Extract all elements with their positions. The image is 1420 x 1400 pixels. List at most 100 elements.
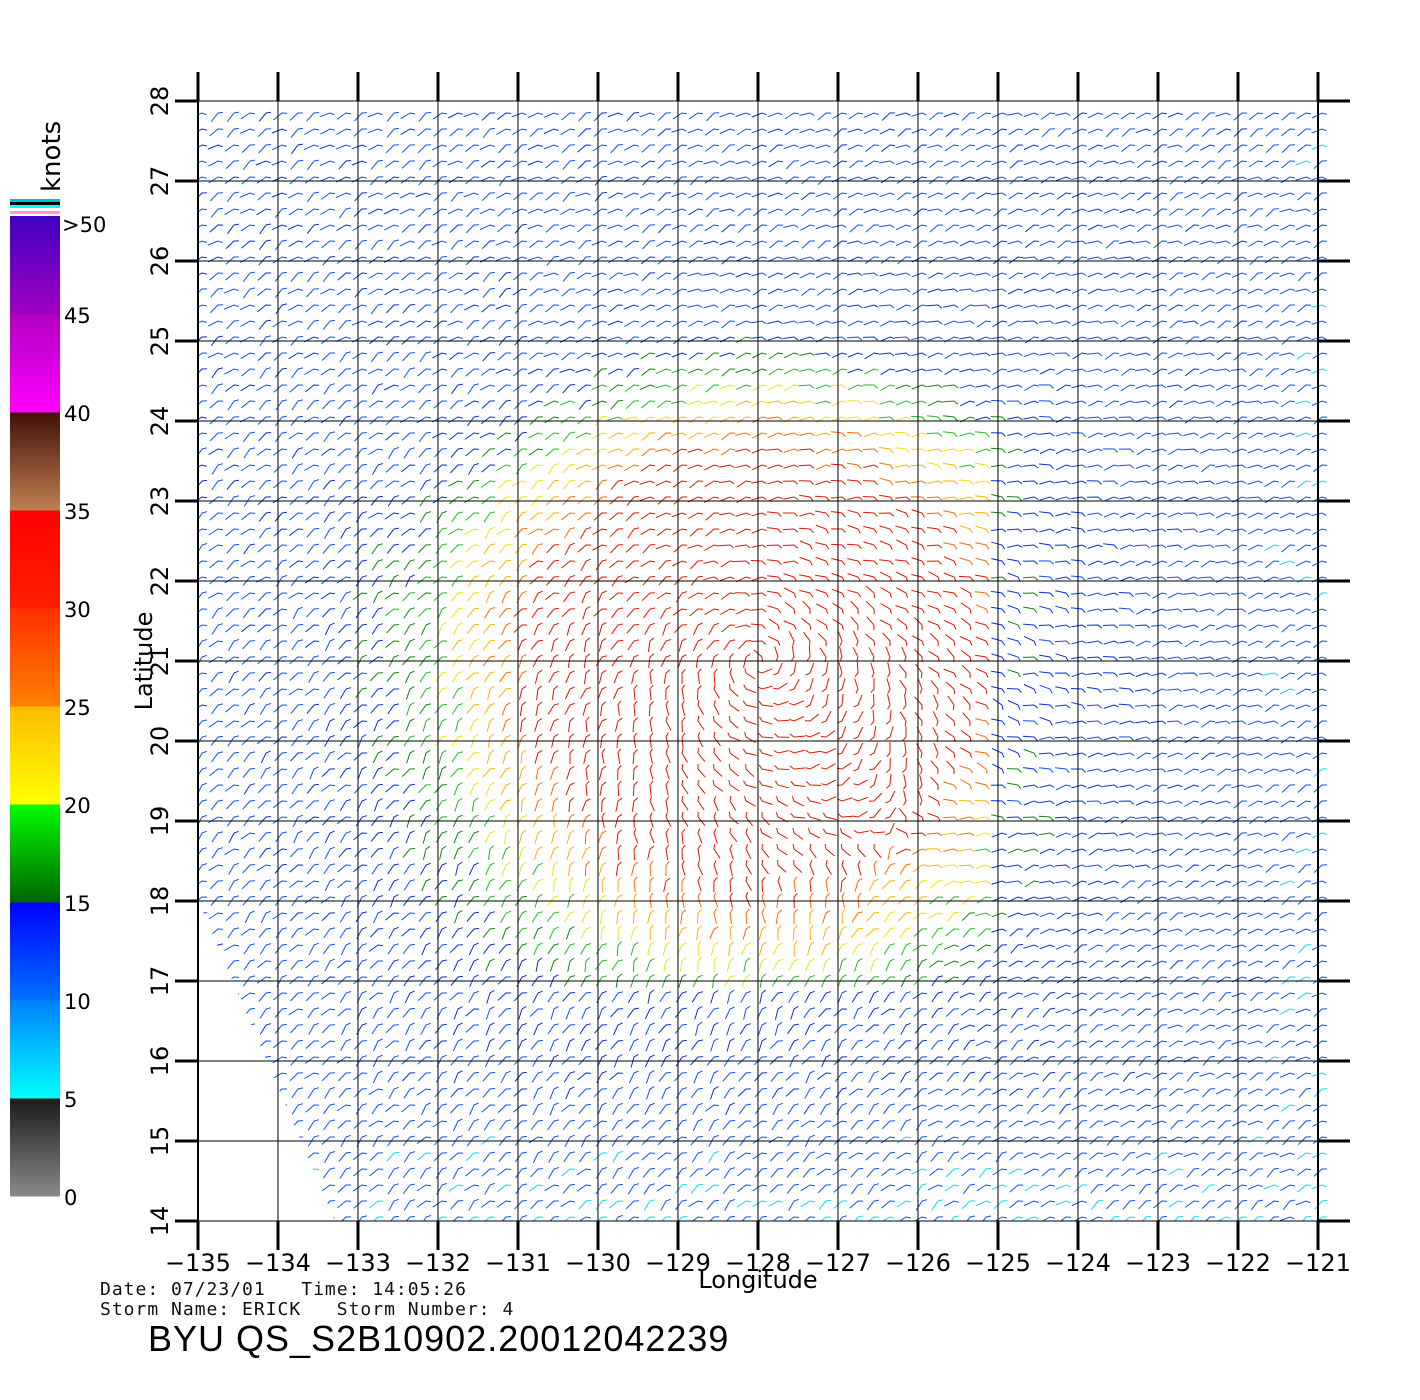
wind-vector xyxy=(975,718,990,726)
wind-vector xyxy=(567,653,575,668)
wind-vector xyxy=(208,544,223,552)
wind-vector xyxy=(975,384,991,388)
wind-vector xyxy=(400,128,415,136)
wind-vector xyxy=(928,1168,944,1177)
wind-vector xyxy=(1120,960,1136,968)
wind-vector xyxy=(257,192,272,201)
wind-vector xyxy=(630,941,639,956)
wind-vector xyxy=(271,224,287,231)
wind-vector xyxy=(403,1151,415,1163)
wind-vector xyxy=(211,751,224,763)
wind-vector xyxy=(864,160,879,168)
wind-vector xyxy=(866,911,880,922)
wind-vector xyxy=(913,648,923,663)
wind-vector xyxy=(1231,176,1247,181)
wind-vector xyxy=(577,144,592,153)
wind-vector xyxy=(1135,560,1151,567)
wind-vector xyxy=(241,144,256,153)
wind-vector xyxy=(880,1136,895,1144)
wind-vector xyxy=(1199,928,1215,933)
wind-vector xyxy=(927,864,943,869)
wind-vector xyxy=(388,654,399,668)
wind-vector xyxy=(338,400,352,410)
wind-vector xyxy=(1007,432,1023,436)
wind-vector xyxy=(1311,480,1327,487)
wind-vector xyxy=(944,368,959,376)
wind-vector xyxy=(688,112,703,120)
wind-vector xyxy=(655,384,671,389)
wind-vector xyxy=(210,1007,224,1018)
wind-vector xyxy=(1279,608,1295,612)
wind-vector xyxy=(1311,112,1327,119)
wind-vector xyxy=(656,304,672,311)
wind-vector xyxy=(367,112,383,118)
wind-vector xyxy=(1086,624,1103,629)
wind-vector xyxy=(657,1216,672,1221)
wind-vector xyxy=(368,656,384,664)
wind-vector xyxy=(899,863,912,875)
wind-vector xyxy=(1135,672,1151,678)
wind-vector xyxy=(1169,272,1184,281)
wind-vector xyxy=(465,1152,480,1161)
wind-vector xyxy=(1151,1104,1167,1110)
wind-vector xyxy=(307,191,319,203)
wind-vector xyxy=(306,863,319,875)
wind-vector xyxy=(415,256,431,263)
wind-vector xyxy=(468,958,479,972)
wind-vector xyxy=(759,796,773,805)
wind-vector xyxy=(751,448,767,454)
wind-vector xyxy=(339,735,352,747)
wind-vector xyxy=(596,1070,607,1083)
wind-vector xyxy=(351,320,367,326)
wind-vector xyxy=(724,1199,735,1211)
wind-vector xyxy=(943,572,957,582)
wind-vector xyxy=(1280,736,1296,744)
wind-vector xyxy=(959,208,975,213)
wind-vector xyxy=(386,111,399,122)
wind-vector xyxy=(1263,656,1279,661)
wind-vector xyxy=(372,590,383,604)
wind-vector xyxy=(1055,590,1070,598)
wind-vector xyxy=(758,957,767,972)
wind-vector xyxy=(943,781,958,790)
wind-vector xyxy=(1103,704,1119,709)
wind-vector xyxy=(632,781,638,797)
wind-vector xyxy=(211,831,224,843)
wind-vector xyxy=(1119,672,1135,677)
wind-vector xyxy=(1136,112,1152,119)
wind-vector xyxy=(337,864,352,873)
wind-vector xyxy=(927,352,943,358)
wind-vector xyxy=(577,320,592,330)
wind-vector xyxy=(1071,128,1087,135)
wind-vector xyxy=(288,304,304,311)
wind-vector xyxy=(751,352,767,359)
wind-vector xyxy=(449,432,464,441)
wind-vector xyxy=(1168,160,1183,168)
wind-vector xyxy=(1073,1024,1088,1033)
wind-vector xyxy=(323,463,335,475)
wind-vector xyxy=(1121,1136,1136,1146)
wind-vector xyxy=(550,782,559,796)
wind-vector xyxy=(1313,720,1328,729)
wind-vector xyxy=(943,462,958,470)
wind-vector xyxy=(1280,240,1296,248)
wind-vector xyxy=(420,1022,431,1035)
wind-vector xyxy=(933,742,939,758)
wind-vector xyxy=(198,719,207,731)
wind-vector xyxy=(1023,944,1039,949)
wind-vector xyxy=(1279,576,1295,580)
wind-vector xyxy=(723,1167,735,1179)
wind-vector xyxy=(402,1183,415,1195)
wind-vector xyxy=(1088,144,1103,151)
wind-vector xyxy=(960,1008,976,1016)
wind-vector xyxy=(591,240,607,246)
colorbar-label: 30 xyxy=(64,598,91,622)
wind-vector xyxy=(1135,832,1151,838)
wind-vector xyxy=(1216,192,1232,200)
wind-vector xyxy=(512,288,527,296)
wind-vector xyxy=(643,1199,655,1211)
wind-vector xyxy=(975,431,990,438)
wind-vector xyxy=(1151,960,1167,967)
wind-vector xyxy=(979,1071,991,1083)
wind-vector xyxy=(1022,560,1039,565)
